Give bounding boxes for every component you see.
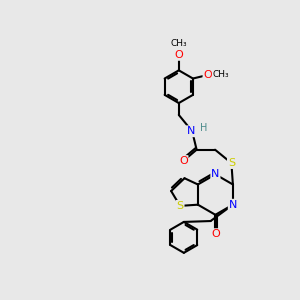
Text: O: O (174, 50, 183, 60)
Text: H: H (200, 123, 207, 133)
Text: N: N (229, 200, 237, 210)
Text: CH₃: CH₃ (213, 70, 229, 80)
Text: S: S (228, 158, 235, 168)
Text: N: N (211, 169, 220, 179)
Text: O: O (203, 70, 212, 80)
Text: S: S (176, 201, 184, 211)
Text: O: O (211, 229, 220, 239)
Text: O: O (179, 156, 188, 166)
Text: CH₃: CH₃ (170, 39, 187, 48)
Text: N: N (187, 126, 195, 136)
